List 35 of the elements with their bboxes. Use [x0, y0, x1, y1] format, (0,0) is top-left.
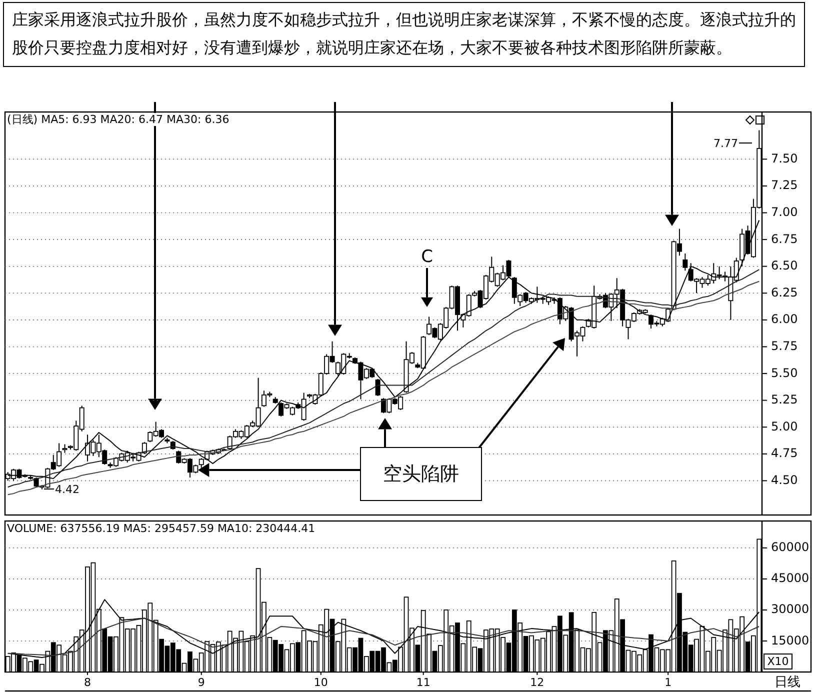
- text: 日线: [774, 675, 800, 690]
- y-tick-label: 7.25: [771, 178, 798, 192]
- line-series: [7, 618, 760, 656]
- y-tick-label: 15000: [771, 633, 810, 648]
- annotation: 4.42: [55, 483, 80, 496]
- y-tick-label: 30000: [771, 602, 810, 616]
- chart-title: VOLUME: 637556.19 MA5: 295457.59 MA10: 230444.41: [7, 522, 316, 535]
- text: 庄家采用逐浪式拉升股价，虽然力度不如稳步式拉升，但也说明庄家老谋深算，不紧不慢的态度。逐浪式拉升的股价只要控盘力度相对好，没有遭到爆炒，就说明庄家还在场，大家不要被各种技术图形陷阱所蒙蔽。: [3, 2, 805, 67]
- y-tick-label: 6.25: [771, 285, 798, 300]
- y-tick-label: 60000: [771, 540, 810, 554]
- y-tick-label: 7.00: [771, 205, 798, 220]
- y-tick-label: 45000: [771, 571, 810, 586]
- y-tick-label: 4.75: [771, 446, 798, 460]
- y-tick-label: 5.50: [771, 366, 798, 380]
- x-tick-label: 11: [416, 676, 430, 689]
- x-tick-label: 12: [530, 676, 544, 689]
- annotation: C: [421, 247, 433, 267]
- text: X10: [767, 655, 789, 668]
- x-tick-label: 9: [198, 676, 205, 689]
- x-tick-label: 10: [314, 676, 328, 689]
- y-tick-label: 6.50: [771, 258, 798, 273]
- annotation: 7.77: [714, 137, 738, 150]
- y-tick-label: 4.50: [771, 472, 798, 487]
- candlestick: [375, 378, 380, 397]
- y-tick-label: 6.00: [771, 312, 798, 326]
- chart-title: (日线) MA5: 6.93 MA20: 6.47 MA30: 6.36: [7, 113, 230, 126]
- candlestick: [682, 252, 688, 272]
- y-tick-label: 5.75: [771, 339, 798, 354]
- x-tick-label: 1: [664, 676, 672, 689]
- y-tick-label: 7.50: [771, 151, 798, 166]
- x-tick-label: 8: [84, 676, 92, 689]
- y-tick-label: 6.75: [771, 232, 798, 246]
- annotation: 空头陷阱: [360, 447, 482, 501]
- y-tick-label: 5.25: [771, 392, 798, 407]
- y-tick-label: 5.00: [771, 419, 798, 434]
